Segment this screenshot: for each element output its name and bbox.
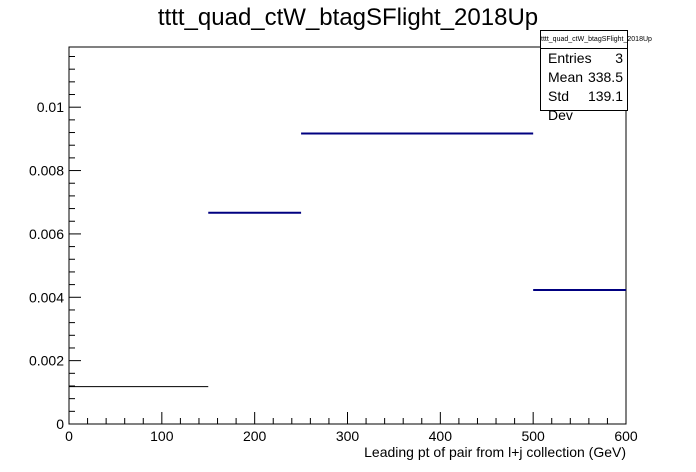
stats-mean-label: Mean	[548, 69, 584, 85]
y-tick-label: 0.004	[29, 289, 64, 305]
x-tick-label: 300	[336, 428, 360, 444]
y-tick-label: 0	[56, 416, 64, 432]
chart-title: tttt_quad_ctW_btagSFlight_2018Up	[157, 4, 539, 31]
y-tick-label: 0.002	[29, 353, 64, 369]
stats-box: tttt_quad_ctW_btagSFlight_2018Up Entries…	[540, 30, 652, 123]
stats-row-mean: Mean 338.5	[541, 68, 627, 87]
stats-entries-value: 3	[615, 50, 623, 66]
stats-mean-value: 338.5	[587, 69, 623, 85]
stats-stddev-label: Std Dev	[548, 88, 573, 123]
stats-row-entries: Entries 3	[541, 49, 627, 68]
x-tick-label: 200	[243, 428, 267, 444]
x-tick-label: 500	[521, 428, 545, 444]
stats-box-name: tttt_quad_ctW_btagSFlight_2018Up	[541, 31, 652, 49]
y-tick-label: 0.006	[29, 226, 64, 242]
y-tick-label: 0.01	[37, 99, 64, 115]
x-tick-label: 100	[150, 428, 174, 444]
x-tick-label: 600	[614, 428, 638, 444]
x-tick-label: 400	[429, 428, 453, 444]
stats-entries-label: Entries	[548, 50, 592, 66]
y-tick-label: 0.008	[29, 163, 64, 179]
stats-row-stddev: Std Dev 139.1	[541, 87, 627, 123]
x-axis-label: Leading pt of pair from l+j collection (…	[364, 444, 626, 460]
x-tick-label: 0	[65, 428, 73, 444]
stats-stddev-value: 139.1	[587, 88, 623, 104]
